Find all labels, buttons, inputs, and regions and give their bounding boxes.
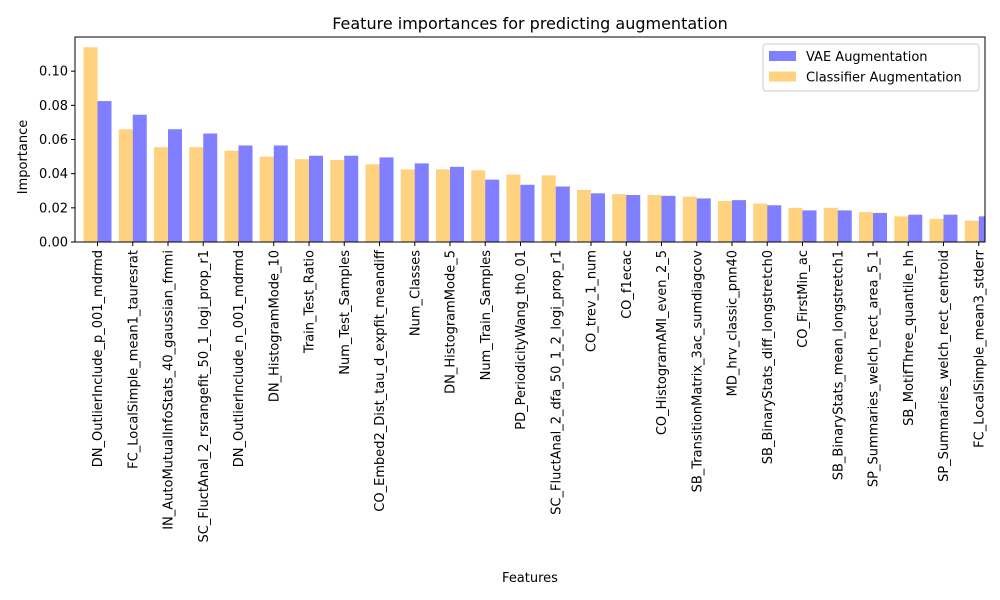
x-tick-label: Num_Train_Samples xyxy=(479,250,494,381)
bar-vae-13 xyxy=(555,186,570,242)
bar-vae-1 xyxy=(132,114,147,242)
bar-classifier-0 xyxy=(83,47,98,242)
bar-classifier-7 xyxy=(330,160,345,242)
bar-vae-14 xyxy=(591,193,605,242)
bar-classifier-13 xyxy=(541,175,556,242)
bar-classifier-22 xyxy=(859,212,873,242)
x-tick-label: CO_Embed2_Dist_tau_d_expfit_meandiff xyxy=(373,249,388,512)
x-tick-label: SP_Summaries_welch_rect_centroid xyxy=(937,250,952,482)
bar-classifier-3 xyxy=(189,147,204,242)
legend: VAE Augmentation Classifier Augmentation xyxy=(762,43,980,92)
y-tick-label: 0.10 xyxy=(39,65,68,80)
bar-classifier-4 xyxy=(224,150,239,242)
legend-box xyxy=(762,43,980,92)
bar-vae-19 xyxy=(767,205,782,242)
x-tick-label: DN_HistogramMode_5 xyxy=(444,250,459,394)
bar-vae-18 xyxy=(732,200,746,242)
bar-classifier-8 xyxy=(365,164,380,242)
bar-classifier-1 xyxy=(118,129,133,242)
x-tick-label: SB_TransitionMatrix_3ac_sumdiagcov xyxy=(690,250,705,493)
bar-classifier-21 xyxy=(823,207,838,242)
x-axis-title: Features xyxy=(502,571,558,586)
bar-vae-5 xyxy=(273,145,288,242)
bar-classifier-17 xyxy=(682,196,697,242)
legend-swatch xyxy=(769,51,796,61)
x-tick-label: MD_hrv_classic_pnn40 xyxy=(726,250,741,396)
bar-vae-10 xyxy=(450,166,464,242)
bar-classifier-18 xyxy=(718,201,732,242)
bar-vae-15 xyxy=(626,195,641,242)
bar-vae-23 xyxy=(908,214,923,242)
bar-vae-9 xyxy=(414,163,429,242)
bar-classifier-20 xyxy=(788,207,803,242)
y-tick-label: 0.08 xyxy=(39,99,68,114)
x-tick-label: SB_BinaryStats_mean_longstretch1 xyxy=(831,250,846,480)
x-tick-label: DN_OutlierInclude_p_001_mdrmd xyxy=(91,250,106,467)
bar-vae-17 xyxy=(696,198,711,242)
bar-classifier-12 xyxy=(506,174,521,242)
x-axis: DN_OutlierInclude_p_001_mdrmd FC_LocalSim… xyxy=(91,242,987,542)
x-tick-label: SB_BinaryStats_diff_longstretch0 xyxy=(761,250,776,464)
bar-vae-24 xyxy=(943,214,958,242)
y-tick-label: 0.06 xyxy=(39,133,68,148)
bar-vae-2 xyxy=(168,129,182,242)
bar-classifier-25 xyxy=(964,220,979,242)
x-tick-label: DN_HistogramMode_10 xyxy=(267,250,282,402)
bar-classifier-14 xyxy=(577,189,591,242)
bar-vae-4 xyxy=(238,145,253,242)
bar-classifier-6 xyxy=(295,159,309,242)
y-axis-title: Importance xyxy=(16,120,31,195)
x-tick-label: FC_LocalSimple_mean1_tauresrat xyxy=(126,250,141,469)
x-tick-label: SC_FluctAnal_2_rsrangefit_50_1_logi_prop… xyxy=(197,250,212,542)
x-tick-label: SP_Summaries_welch_rect_area_5_1 xyxy=(867,250,882,487)
bar-classifier-2 xyxy=(154,147,168,242)
bar-vae-7 xyxy=(344,155,359,242)
bar-classifier-19 xyxy=(753,203,768,242)
y-tick-label: 0.04 xyxy=(39,167,68,182)
x-tick-label: SC_FluctAnal_2_dfa_50_1_2_logi_prop_r1 xyxy=(549,250,564,515)
x-tick-label: IN_AutoMutualInfoStats_40_gaussian_fmmi xyxy=(162,250,177,530)
x-tick-label: FC_LocalSimple_mean3_stderr xyxy=(972,249,987,448)
bar-classifier-11 xyxy=(471,170,486,242)
x-tick-label: CO_FirstMin_ac xyxy=(796,250,811,348)
bar-vae-6 xyxy=(309,155,323,242)
chart-title: Feature importances for predicting augme… xyxy=(332,14,728,33)
x-tick-label: Num_Test_Samples xyxy=(338,250,353,375)
bar-classifier-16 xyxy=(647,195,662,242)
bar-vae-21 xyxy=(837,210,852,242)
bar-vae-16 xyxy=(661,195,676,242)
x-tick-label: Train_Test_Ratio xyxy=(303,250,318,354)
bar-vae-22 xyxy=(873,212,887,242)
y-tick-label: 0.00 xyxy=(39,236,68,251)
bar-vae-8 xyxy=(379,157,394,242)
legend-label: VAE Augmentation xyxy=(806,50,928,65)
bar-classifier-5 xyxy=(259,156,274,242)
y-axis: 0.00 0.02 0.04 0.06 0.08 0.10 xyxy=(39,65,75,251)
x-tick-label: PD_PeriodicityWang_th0_01 xyxy=(514,250,529,430)
x-tick-label: DN_OutlierInclude_n_001_mdrmd xyxy=(232,250,247,467)
bar-classifier-23 xyxy=(894,216,909,242)
bar-vae-3 xyxy=(203,133,218,242)
bar-vae-11 xyxy=(485,179,500,242)
legend-swatch xyxy=(769,71,796,82)
bar-vae-25 xyxy=(978,216,985,242)
bar-vae-0 xyxy=(97,101,112,242)
bar-vae-12 xyxy=(520,184,535,242)
bar-classifier-9 xyxy=(400,169,415,242)
x-tick-label: CO_trev_1_num xyxy=(585,250,600,352)
x-tick-label: SB_MotifThree_quantile_hh xyxy=(902,250,917,426)
bar-classifier-10 xyxy=(436,169,450,242)
y-tick-label: 0.02 xyxy=(39,201,68,216)
x-tick-label: CO_HistogramAMI_even_2_5 xyxy=(655,250,670,435)
x-tick-label: CO_f1ecac xyxy=(620,250,635,319)
bar-classifier-15 xyxy=(612,194,627,242)
bar-classifier-24 xyxy=(929,218,944,242)
x-tick-label: Num_Classes xyxy=(408,250,423,336)
legend-label: Classifier Augmentation xyxy=(806,71,962,86)
plot-area xyxy=(74,36,986,243)
bar-vae-20 xyxy=(802,210,817,242)
